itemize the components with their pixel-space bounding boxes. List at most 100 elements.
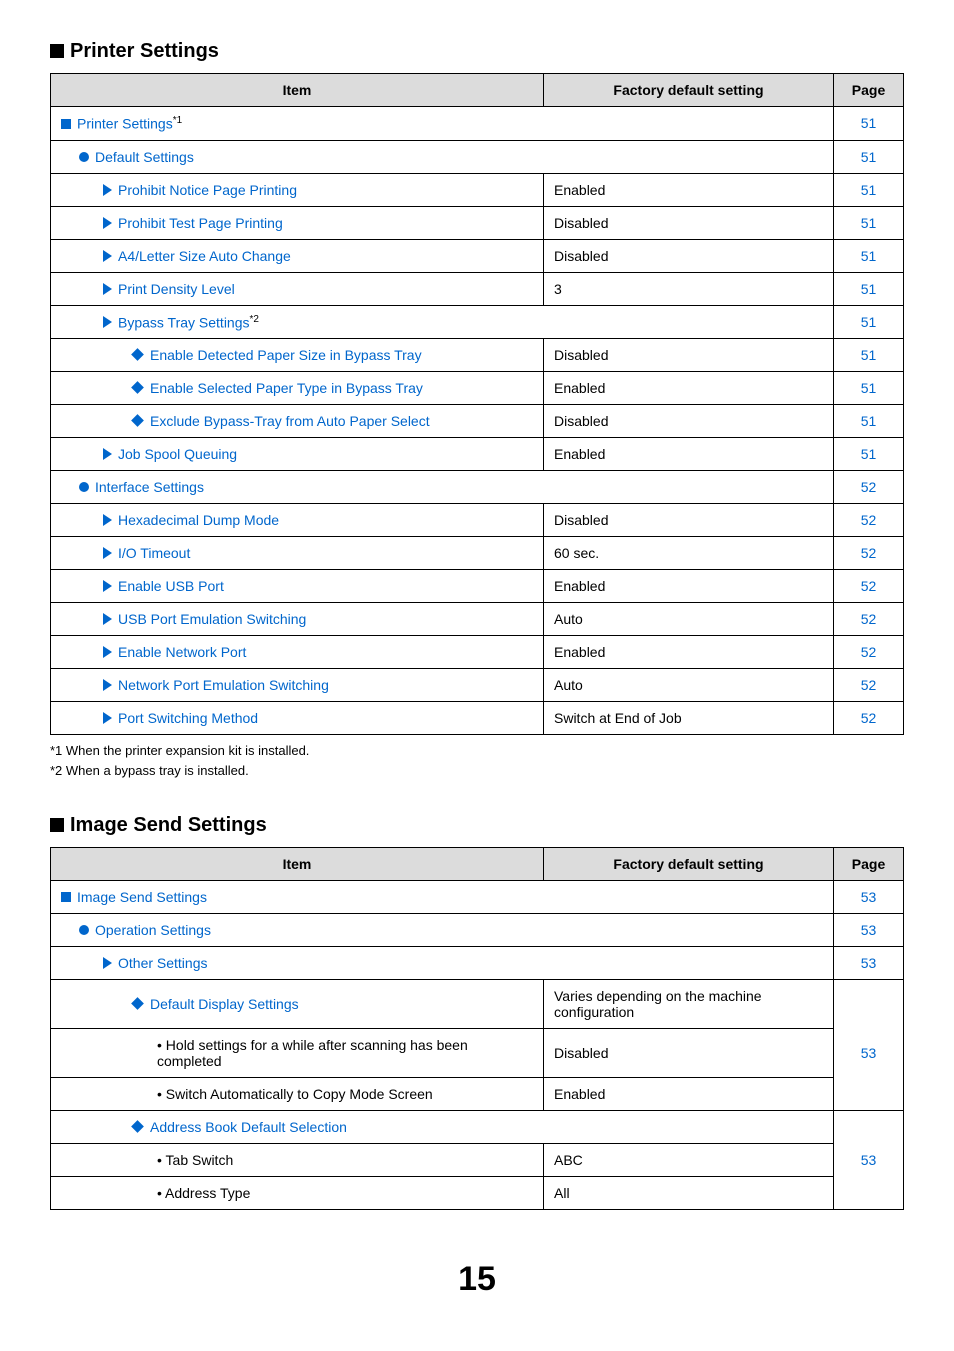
factory-val: Disabled xyxy=(544,206,834,239)
page-link[interactable]: 52 xyxy=(834,636,904,669)
sup: *2 xyxy=(250,314,259,325)
row-hold-settings: • Hold settings for a while after scanni… xyxy=(51,1029,544,1078)
page-link[interactable]: 51 xyxy=(834,438,904,471)
page-empty xyxy=(834,1078,904,1111)
link-printer-settings[interactable]: Printer Settings xyxy=(77,116,173,132)
link-default-settings[interactable]: Default Settings xyxy=(95,149,194,165)
page-link[interactable]: 51 xyxy=(834,372,904,405)
link-enable-selected[interactable]: Enable Selected Paper Type in Bypass Tra… xyxy=(150,380,423,396)
circle-icon xyxy=(79,925,89,935)
image-title-text: Image Send Settings xyxy=(70,814,267,836)
page-link[interactable]: 52 xyxy=(834,669,904,702)
row-exclude-bypass: Exclude Bypass-Tray from Auto Paper Sele… xyxy=(51,405,544,438)
link-usb-emulation[interactable]: USB Port Emulation Switching xyxy=(118,611,306,627)
diamond-icon xyxy=(131,348,144,361)
link-enable-detected[interactable]: Enable Detected Paper Size in Bypass Tra… xyxy=(150,347,422,363)
triangle-icon xyxy=(103,250,112,262)
page-link[interactable]: 51 xyxy=(834,305,904,339)
page-link[interactable]: 52 xyxy=(834,504,904,537)
link-interface-settings[interactable]: Interface Settings xyxy=(95,479,204,495)
triangle-icon xyxy=(103,316,112,328)
image-send-table: Item Factory default setting Page Image … xyxy=(50,847,904,1210)
link-other-settings[interactable]: Other Settings xyxy=(118,955,208,971)
footnote-1: *1 When the printer expansion kit is ins… xyxy=(50,741,904,761)
circle-icon xyxy=(79,482,89,492)
page-link[interactable]: 51 xyxy=(834,173,904,206)
row-printer-settings: Printer Settings*1 xyxy=(51,107,834,141)
row-io-timeout: I/O Timeout xyxy=(51,537,544,570)
link-operation-settings[interactable]: Operation Settings xyxy=(95,922,211,938)
link-hex-dump[interactable]: Hexadecimal Dump Mode xyxy=(118,512,279,528)
page-link[interactable]: 52 xyxy=(834,702,904,735)
circle-icon xyxy=(79,152,89,162)
page-link[interactable]: 52 xyxy=(834,603,904,636)
row-prohibit-test: Prohibit Test Page Printing xyxy=(51,206,544,239)
link-image-send[interactable]: Image Send Settings xyxy=(77,889,207,905)
triangle-icon xyxy=(103,712,112,724)
link-enable-network[interactable]: Enable Network Port xyxy=(118,644,246,660)
link-address-book[interactable]: Address Book Default Selection xyxy=(150,1119,347,1135)
row-usb-emulation: USB Port Emulation Switching xyxy=(51,603,544,636)
link-prohibit-test[interactable]: Prohibit Test Page Printing xyxy=(118,215,283,231)
row-prohibit-notice: Prohibit Notice Page Printing xyxy=(51,173,544,206)
page-link[interactable]: 51 xyxy=(834,206,904,239)
header-page: Page xyxy=(834,74,904,107)
triangle-icon xyxy=(103,283,112,295)
header-page: Page xyxy=(834,848,904,881)
page-link[interactable]: 53 xyxy=(834,1144,904,1177)
factory-val: Disabled xyxy=(544,339,834,372)
page-link[interactable]: 51 xyxy=(834,140,904,173)
factory-val: Enabled xyxy=(544,173,834,206)
page-link[interactable]: 51 xyxy=(834,339,904,372)
row-tab-switch: • Tab Switch xyxy=(51,1144,544,1177)
factory-val: Disabled xyxy=(544,1029,834,1078)
link-exclude-bypass[interactable]: Exclude Bypass-Tray from Auto Paper Sele… xyxy=(150,413,430,429)
page-link[interactable]: 53 xyxy=(834,881,904,914)
page-number: 15 xyxy=(50,1260,904,1299)
header-item: Item xyxy=(51,848,544,881)
page-link[interactable]: 51 xyxy=(834,239,904,272)
printer-title-text: Printer Settings xyxy=(70,40,219,62)
page-link[interactable]: 52 xyxy=(834,537,904,570)
row-enable-selected: Enable Selected Paper Type in Bypass Tra… xyxy=(51,372,544,405)
triangle-icon xyxy=(103,217,112,229)
row-address-book: Address Book Default Selection xyxy=(51,1111,834,1144)
printer-settings-table: Item Factory default setting Page Printe… xyxy=(50,73,904,735)
link-print-density[interactable]: Print Density Level xyxy=(118,281,235,297)
page-link[interactable]: 53 xyxy=(834,1029,904,1078)
triangle-icon xyxy=(103,547,112,559)
link-bypass-tray[interactable]: Bypass Tray Settings xyxy=(118,314,250,330)
page-link[interactable]: 52 xyxy=(834,471,904,504)
page-link[interactable]: 52 xyxy=(834,570,904,603)
diamond-icon xyxy=(131,381,144,394)
diamond-icon xyxy=(131,414,144,427)
link-enable-usb[interactable]: Enable USB Port xyxy=(118,578,224,594)
factory-val: Disabled xyxy=(544,405,834,438)
triangle-icon xyxy=(103,448,112,460)
row-other-settings: Other Settings xyxy=(51,947,834,980)
header-item: Item xyxy=(51,74,544,107)
header-factory: Factory default setting xyxy=(544,848,834,881)
link-default-display[interactable]: Default Display Settings xyxy=(150,996,299,1012)
triangle-icon xyxy=(103,646,112,658)
factory-val: 60 sec. xyxy=(544,537,834,570)
printer-section-title: Printer Settings xyxy=(50,40,904,63)
page-link[interactable]: 53 xyxy=(834,914,904,947)
printer-footnotes: *1 When the printer expansion kit is ins… xyxy=(50,741,904,780)
row-enable-usb: Enable USB Port xyxy=(51,570,544,603)
page-link[interactable]: 51 xyxy=(834,405,904,438)
link-prohibit-notice[interactable]: Prohibit Notice Page Printing xyxy=(118,182,297,198)
link-network-emulation[interactable]: Network Port Emulation Switching xyxy=(118,677,329,693)
triangle-icon xyxy=(103,514,112,526)
factory-val: Disabled xyxy=(544,504,834,537)
link-job-spool[interactable]: Job Spool Queuing xyxy=(118,446,237,462)
page-link[interactable]: 51 xyxy=(834,272,904,305)
page-link[interactable]: 51 xyxy=(834,107,904,141)
factory-val: Enabled xyxy=(544,372,834,405)
link-a4-letter[interactable]: A4/Letter Size Auto Change xyxy=(118,248,291,264)
page-link[interactable]: 53 xyxy=(834,947,904,980)
link-io-timeout[interactable]: I/O Timeout xyxy=(118,545,190,561)
diamond-icon xyxy=(131,1120,144,1133)
link-port-switching[interactable]: Port Switching Method xyxy=(118,710,258,726)
factory-val: 3 xyxy=(544,272,834,305)
